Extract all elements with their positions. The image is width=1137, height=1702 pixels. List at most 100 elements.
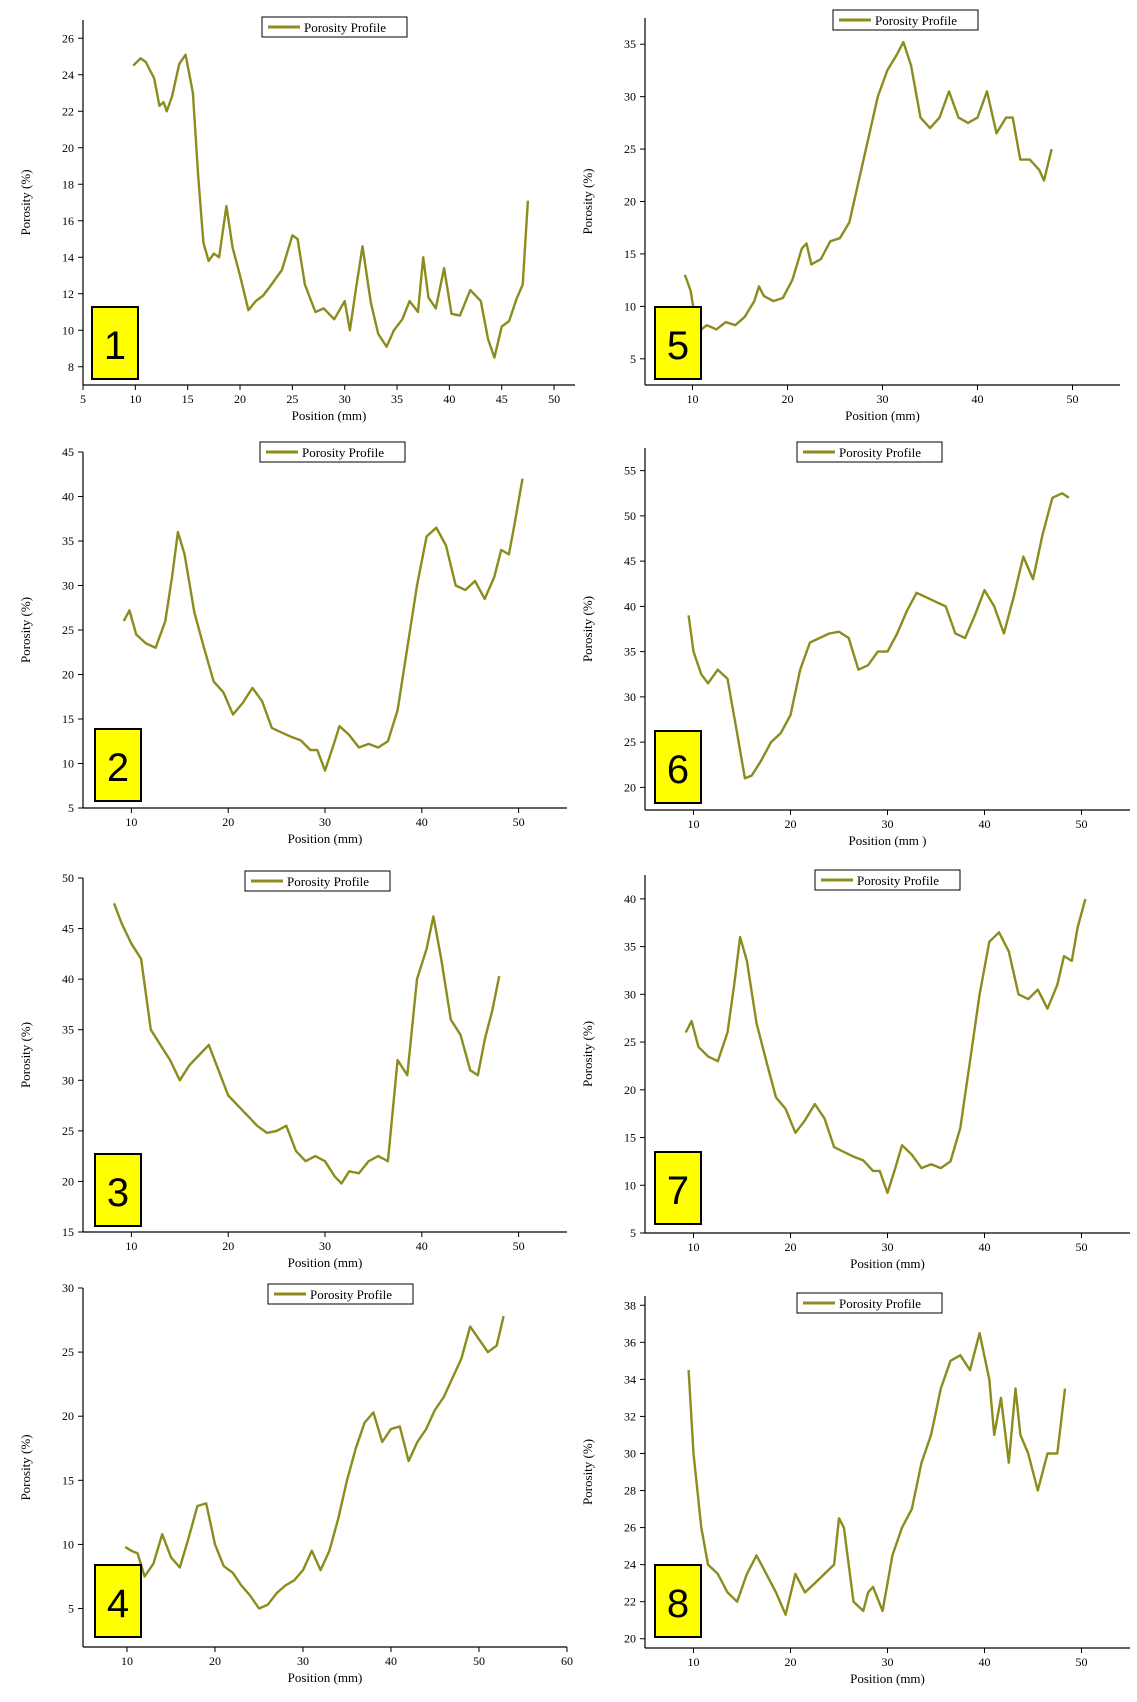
panel-4-y-tick-label: 20	[62, 1409, 74, 1423]
panel-6-y-tick-label: 25	[624, 735, 636, 749]
panel-6-y-tick-label: 40	[624, 599, 636, 613]
panel-1-y-tick-label: 16	[62, 214, 74, 228]
panel-1-legend-label: Porosity Profile	[304, 20, 386, 35]
panel-2-series-line	[122, 478, 524, 772]
panel-3-x-tick-label: 40	[416, 1239, 428, 1253]
panel-1-y-tick-label: 18	[62, 177, 74, 191]
panel-2-y-tick-label: 10	[62, 757, 74, 771]
panel-2-y-tick-label: 5	[68, 801, 74, 815]
panel-3-y-tick-label: 40	[62, 972, 74, 986]
panel-8-x-tick-label: 20	[785, 1655, 797, 1669]
panel-5-x-tick-label: 50	[1067, 392, 1079, 406]
panel-7-legend	[814, 869, 961, 891]
panel-6-y-tick-label: 45	[624, 554, 636, 568]
panel-2-y-axis-title: Porosity (%)	[18, 597, 33, 663]
panel-7-y-tick-label: 25	[624, 1035, 636, 1049]
panel-1-x-tick-label: 15	[182, 392, 194, 406]
panel-6-x-axis-title: Position (mm )	[848, 833, 926, 848]
panel-7-x-tick-label: 20	[785, 1240, 797, 1254]
panel-2-x-tick-label: 10	[125, 815, 137, 829]
panel-8-number-label: 8	[667, 1582, 689, 1626]
panel-4-series-line	[124, 1315, 505, 1610]
panel-6-y-tick-label: 30	[624, 690, 636, 704]
panel-2-y-tick-label: 40	[62, 490, 74, 504]
panel-6-legend-label: Porosity Profile	[839, 445, 921, 460]
panel-3-y-axis-title: Porosity (%)	[18, 1022, 33, 1088]
panel-5-x-tick-label: 30	[877, 392, 889, 406]
panel-8-y-tick-label: 20	[624, 1632, 636, 1646]
panel-2-legend	[259, 441, 406, 463]
panel-1-x-tick-label: 30	[339, 392, 351, 406]
panel-8-legend-label: Porosity Profile	[839, 1296, 921, 1311]
panel-1-x-tick-label: 45	[496, 392, 508, 406]
panel-1-series-line	[132, 53, 530, 359]
panel-7-number-badge	[654, 1151, 702, 1225]
panel-1-y-tick-label: 10	[62, 323, 74, 337]
panel-6-series-line	[687, 492, 1070, 780]
panel-3-y-tick-label: 50	[62, 871, 74, 885]
panel-8-x-axis-title: Position (mm)	[850, 1671, 925, 1686]
panel-5-y-tick-label: 10	[624, 299, 636, 313]
panel-4-x-tick-label: 60	[561, 1654, 573, 1668]
panel-7-y-tick-label: 40	[624, 892, 636, 906]
panel-1-y-tick-label: 24	[62, 68, 74, 82]
panel-6-x-tick-label: 30	[882, 817, 894, 831]
panel-4-x-axis-title: Position (mm)	[288, 1670, 363, 1685]
panel-6-number-label: 6	[667, 748, 689, 792]
panel-6-y-tick-label: 35	[624, 645, 636, 659]
panel-7-legend-label: Porosity Profile	[857, 873, 939, 888]
panel-7-x-tick-label: 10	[688, 1240, 700, 1254]
panel-1-x-tick-label: 25	[286, 392, 298, 406]
panel-7-y-tick-label: 30	[624, 987, 636, 1001]
panel-1-y-axis-title: Porosity (%)	[18, 169, 33, 235]
panel-2-number-badge	[94, 728, 142, 802]
panel-7-y-tick-label: 20	[624, 1083, 636, 1097]
panel-8-x-tick-label: 50	[1076, 1655, 1088, 1669]
panel-1-x-tick-label: 40	[443, 392, 455, 406]
panel-3-y-tick-label: 15	[62, 1225, 74, 1239]
panel-2-y-tick-label: 30	[62, 579, 74, 593]
panel-1-x-axis-title: Position (mm)	[292, 408, 367, 423]
panel-8-number-badge	[654, 1564, 702, 1638]
panel-8-y-tick-label: 34	[624, 1372, 636, 1386]
panel-2-y-tick-label: 35	[62, 534, 74, 548]
panel-7-x-tick-label: 50	[1076, 1240, 1088, 1254]
panel-3-x-tick-label: 50	[513, 1239, 525, 1253]
panel-5-y-tick-label: 15	[624, 247, 636, 261]
panel-2-y-tick-label: 15	[62, 712, 74, 726]
panel-7-y-tick-label: 5	[630, 1226, 636, 1240]
panel-2-number-label: 2	[107, 746, 129, 790]
panel-1-y-tick-label: 22	[62, 104, 74, 118]
panel-2-x-tick-label: 20	[222, 815, 234, 829]
panel-8-series-line	[687, 1331, 1067, 1616]
panel-6-y-tick-label: 55	[624, 464, 636, 478]
panel-3-legend-label: Porosity Profile	[287, 874, 369, 889]
panel-8-x-tick-label: 40	[979, 1655, 991, 1669]
panel-3-y-tick-label: 45	[62, 922, 74, 936]
panel-2-x-tick-label: 50	[513, 815, 525, 829]
panel-7-y-tick-label: 35	[624, 940, 636, 954]
panel-1-y-tick-label: 20	[62, 141, 74, 155]
panel-7-series-line	[684, 898, 1087, 1195]
panel-8-y-tick-label: 26	[624, 1521, 636, 1535]
panel-5-number-badge	[654, 306, 702, 380]
panel-6-y-axis-title: Porosity (%)	[580, 596, 595, 662]
panel-8-x-tick-label: 10	[688, 1655, 700, 1669]
panel-5-x-axis-title: Position (mm)	[845, 408, 920, 423]
panel-1-legend	[261, 16, 408, 38]
panel-4-number-label: 4	[107, 1582, 129, 1626]
panel-8-y-tick-label: 36	[624, 1335, 636, 1349]
panel-2-y-tick-label: 45	[62, 445, 74, 459]
panel-8-y-tick-label: 32	[624, 1409, 636, 1423]
panel-2-y-tick-label: 25	[62, 623, 74, 637]
panel-1-x-tick-label: 35	[391, 392, 403, 406]
panel-4-y-tick-label: 25	[62, 1345, 74, 1359]
panel-6-x-tick-label: 10	[688, 817, 700, 831]
panel-7-y-tick-label: 10	[624, 1178, 636, 1192]
panel-1-number-badge	[91, 306, 139, 380]
panel-8-legend	[796, 1292, 943, 1314]
panel-2-legend-label: Porosity Profile	[302, 445, 384, 460]
panel-4-y-tick-label: 30	[62, 1281, 74, 1295]
